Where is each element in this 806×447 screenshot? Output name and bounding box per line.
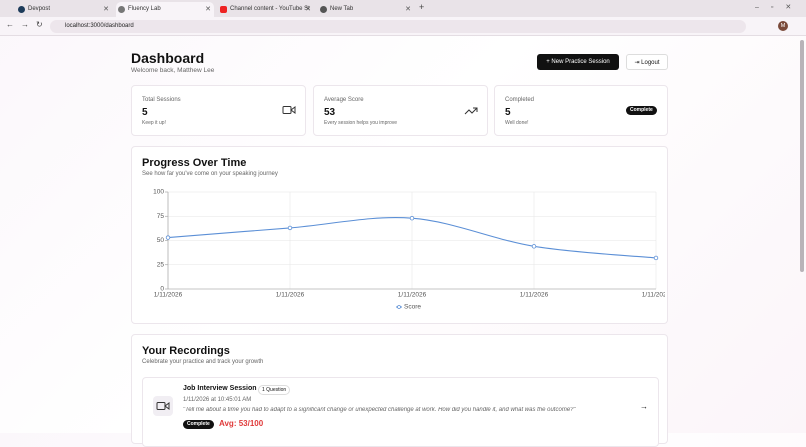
recordings-card: Your Recordings Celebrate your practice … xyxy=(131,334,668,447)
y-tick-label: 25 xyxy=(157,261,165,268)
stat-note: Well done! xyxy=(505,120,529,126)
stat-note: Keep it up! xyxy=(142,120,166,126)
stat-label: Total Sessions xyxy=(142,97,181,103)
x-tick-label: 1/11/2026 xyxy=(398,292,427,299)
tab-title: New Tab xyxy=(330,6,354,12)
tab-title: Channel content - YouTube St xyxy=(230,6,310,12)
x-tick-label: 1/11/2026 xyxy=(276,292,305,299)
new-session-button[interactable]: + New Practice Session xyxy=(537,54,619,70)
video-icon xyxy=(282,106,296,114)
tab-bar: Devpost ✕ Fluency Lab ✕ Channel content - … xyxy=(0,0,806,17)
section-subtitle: See how far you've come on your speaking… xyxy=(142,171,278,177)
tab-title: Devpost xyxy=(28,6,51,12)
y-tick-label: 100 xyxy=(153,189,164,196)
trend-icon xyxy=(464,107,478,115)
point xyxy=(287,225,293,231)
recording-score: Avg: 53/100 xyxy=(219,419,264,428)
recording-quote: "Tell me about a time you had to adapt t… xyxy=(183,407,576,413)
stat-value: 5 xyxy=(505,107,511,118)
logout-button[interactable]: ⇥ Logout xyxy=(626,54,668,70)
scrollbar[interactable] xyxy=(800,40,804,272)
url-text: localhost:3000/dashboard xyxy=(65,23,134,29)
stat-label: Average Score xyxy=(324,97,364,103)
x-tick-label: 1/11/2026 xyxy=(642,292,665,299)
stat-card: Completed 5 Well done! Complete xyxy=(494,85,668,136)
stat-card: Total Sessions 5 Keep it up! xyxy=(131,85,306,136)
point xyxy=(653,255,659,261)
welcome: Welcome back, Matthew Lee xyxy=(131,67,215,74)
page-title: Dashboard xyxy=(131,50,205,66)
tab[interactable]: Fluency Lab ✕ xyxy=(116,2,214,17)
stat-note: Every session helps you improve xyxy=(324,120,398,126)
progress-card: Progress Over Time See how far you've co… xyxy=(131,146,668,324)
open-arrow[interactable]: → xyxy=(640,402,648,411)
section-title: Progress Over Time xyxy=(142,157,247,169)
profile-avatar[interactable]: M xyxy=(778,21,788,31)
y-tick-label: 50 xyxy=(157,237,165,244)
legend-swatch xyxy=(397,305,401,309)
x-tick-label: 1/11/2026 xyxy=(520,292,549,299)
window-controls[interactable]: –▫✕ xyxy=(755,4,804,11)
stat-value: 53 xyxy=(324,107,336,118)
tab[interactable]: New Tab ✕ xyxy=(318,2,414,17)
status-badge: Complete xyxy=(183,420,214,429)
legend-label: Score xyxy=(404,304,421,311)
recording-date: 1/11/2026 at 10:45:01 AM xyxy=(183,397,252,403)
question-count: 1 Question xyxy=(258,385,291,395)
tab-title: Fluency Lab xyxy=(128,6,161,12)
chart: 0 25 50 75 100 1/11/2026 1/11/2026 1/11/2026 1/1… xyxy=(153,189,665,311)
recording-icon xyxy=(153,396,173,416)
button-label: Logout xyxy=(641,60,660,66)
new-tab-button[interactable]: + xyxy=(419,2,425,12)
point xyxy=(531,244,537,249)
x-tick-label: 1/11/2026 xyxy=(154,292,183,299)
tab[interactable]: Channel content - YouTube St ✕ xyxy=(218,2,314,17)
y-tick-label: 0 xyxy=(160,286,164,293)
button-label: New Practice Session xyxy=(551,59,610,65)
recording-title: Job Interview Session xyxy=(183,385,257,392)
status-badge: Complete xyxy=(626,106,657,115)
section-title: Your Recordings xyxy=(142,345,230,357)
url-field[interactable]: localhost:3000/dashboard xyxy=(50,20,746,33)
nav-buttons[interactable]: ←→↻ xyxy=(6,20,50,29)
tab[interactable]: Devpost ✕ xyxy=(16,2,112,17)
stat-label: Completed xyxy=(505,97,535,103)
stat-card: Average Score 53 Every session helps you… xyxy=(313,85,488,136)
point xyxy=(409,215,415,221)
recording-item[interactable]: Job Interview Session 1 Question 1/11/20… xyxy=(142,377,659,447)
section-subtitle: Celebrate your practice and track your g… xyxy=(142,359,264,365)
y-tick-label: 75 xyxy=(157,213,165,220)
stat-value: 5 xyxy=(142,107,148,118)
point xyxy=(165,235,171,240)
